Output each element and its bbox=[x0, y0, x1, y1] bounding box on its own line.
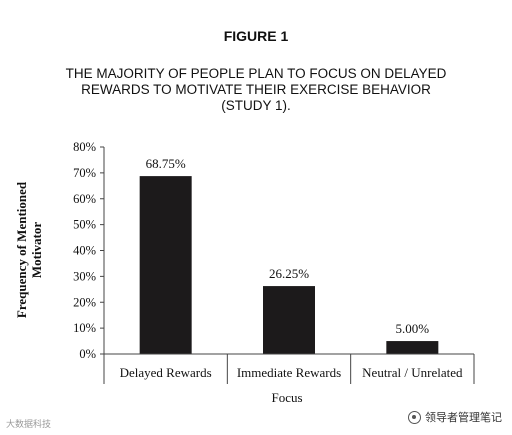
y-axis-title-line-2: Motivator bbox=[29, 222, 44, 279]
category-label: Immediate Rewards bbox=[237, 365, 341, 380]
x-axis-title: Focus bbox=[271, 390, 302, 405]
y-tick-label: 80% bbox=[73, 140, 96, 154]
bar-value-label: 5.00% bbox=[396, 321, 430, 336]
chart-title-line-3: (STUDY 1). bbox=[221, 98, 291, 113]
bar bbox=[139, 176, 192, 354]
watermark-left: 大数据科技 bbox=[6, 420, 52, 430]
chart-title-line-2: REWARDS TO MOTIVATE THEIR EXERCISE BEHAV… bbox=[81, 82, 431, 97]
y-tick-label: 60% bbox=[73, 192, 96, 206]
category-label: Neutral / Unrelated bbox=[362, 365, 463, 380]
y-tick-label: 20% bbox=[73, 295, 96, 309]
y-tick-label: 30% bbox=[73, 269, 96, 283]
watermark-right-text: 领导者管理笔记 bbox=[425, 411, 502, 424]
bar-value-label: 68.75% bbox=[146, 156, 186, 171]
category-label: Delayed Rewards bbox=[120, 365, 212, 380]
y-tick-label: 10% bbox=[73, 321, 96, 335]
watermark-right: 领导者管理笔记 bbox=[408, 409, 502, 425]
y-tick-label: 40% bbox=[73, 244, 96, 258]
y-tick-label: 70% bbox=[73, 166, 96, 180]
bar bbox=[263, 286, 315, 354]
y-axis-title: Frequency of Mentioned Motivator bbox=[14, 181, 44, 318]
figure-label: FIGURE 1 bbox=[223, 28, 289, 44]
chart-title: THE MAJORITY OF PEOPLE PLAN TO FOCUS ON … bbox=[6, 66, 506, 114]
wechat-account-icon bbox=[408, 410, 421, 424]
y-tick-label: 50% bbox=[73, 218, 96, 232]
y-tick-label: 0% bbox=[79, 347, 96, 361]
chart-title-line-1: THE MAJORITY OF PEOPLE PLAN TO FOCUS ON … bbox=[65, 66, 447, 81]
y-axis-title-line-1: Frequency of Mentioned bbox=[14, 181, 29, 318]
bar-value-label: 26.25% bbox=[269, 266, 309, 281]
bar bbox=[386, 341, 439, 354]
